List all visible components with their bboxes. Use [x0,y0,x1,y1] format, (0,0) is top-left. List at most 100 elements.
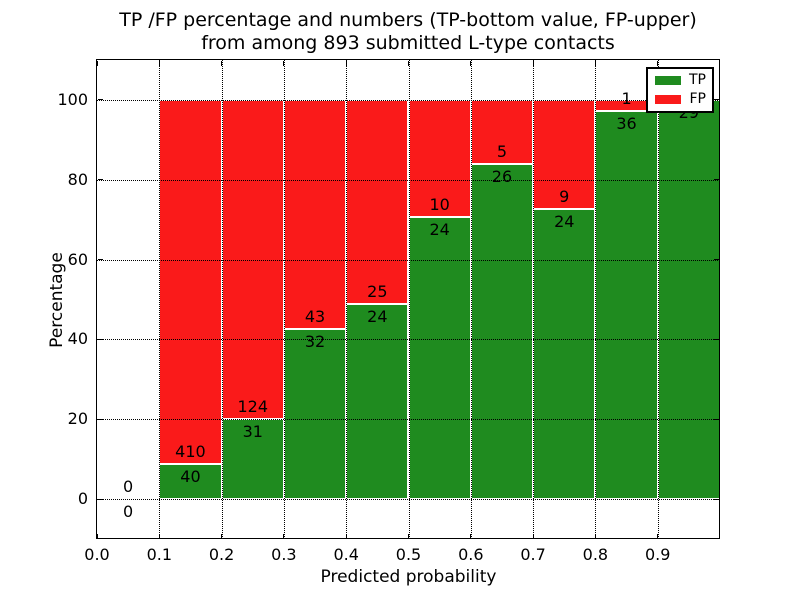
bar-fp-count-label: 0 [123,477,134,497]
x-gridline [470,60,472,539]
x-tick-label: 0.9 [644,545,671,564]
x-tick-label: 0.1 [146,545,173,564]
x-tick-mark-bottom [345,534,347,539]
bar-tp-count-label: 32 [304,331,326,351]
x-tick-mark-top [96,61,98,66]
x-tick-label: 0.3 [271,545,297,564]
x-tick-mark-top [532,61,534,66]
y-tick-mark-right [714,259,719,261]
x-gridline [221,60,223,539]
bar-fp-count-label: 5 [496,142,508,162]
bar-fp-segment [159,99,222,464]
bar-tp-count-label: 31 [242,422,263,442]
x-tick-mark-bottom [221,534,223,539]
y-tick-mark-right [714,179,719,181]
legend-label: TP [689,72,706,88]
x-gridline [283,60,285,539]
bar-tp-count-label: 36 [616,113,637,133]
chart-title: TP /FP percentage and numbers (TP-bottom… [16,9,800,54]
x-tick-mark-bottom [532,534,534,539]
bar-tp-count-label: 24 [429,220,450,240]
y-tick-mark-right [714,498,719,500]
x-tick-label: 0.0 [84,545,110,564]
x-tick-label: 0.8 [582,545,609,564]
y-axis-label: Percentage [47,252,67,348]
bar-fp-segment [283,99,347,329]
x-tick-label: 0.4 [333,545,359,564]
bar-tp-segment [470,164,534,500]
x-tick-mark-top [408,61,409,66]
y-gridline [97,419,720,421]
x-tick-mark-bottom [408,534,409,539]
x-tick-mark-bottom [158,534,160,539]
x-tick-label: 0.2 [208,545,235,564]
bar-tp-segment [533,208,596,500]
x-tick-mark-top [594,61,596,66]
x-tick-mark-top [470,61,472,66]
y-gridline [97,99,720,101]
x-tick-mark-top [221,61,223,66]
y-tick-mark-right [714,418,719,420]
legend-swatch-tp [655,76,681,85]
bar-fp-count-label: 124 [237,397,269,417]
x-axis-label: Predicted probability [320,567,497,587]
bar-tp-count-label: 26 [491,167,513,187]
x-tick-mark-top [345,61,347,66]
bar-fp-segment [346,99,409,304]
x-gridline [346,60,348,539]
x-tick-mark-bottom [470,534,472,539]
y-gridline [97,499,720,501]
x-gridline [533,60,535,539]
y-tick-label: 40 [67,329,88,349]
x-tick-mark-bottom [594,534,596,539]
y-tick-label: 100 [57,89,88,109]
legend-entry-tp: TP [655,73,706,88]
y-tick-mark-right [714,338,719,340]
x-tick-mark-top [657,61,659,66]
x-gridline [595,60,597,539]
bar-fp-count-label: 43 [304,306,326,326]
y-tick-mark-left [98,259,103,261]
legend-label: FP [689,91,707,107]
y-tick-mark-left [98,498,103,500]
x-tick-label: 0.7 [520,545,546,564]
bar-fp-count-label: 25 [367,281,388,301]
x-gridline [657,60,659,539]
y-tick-label: 20 [67,409,88,429]
y-gridline [97,339,720,341]
y-tick-mark-left [98,179,103,181]
bar-tp-count-label: 0 [123,502,134,522]
x-tick-mark-top [158,61,160,66]
y-tick-mark-left [98,99,103,101]
chart-title-line2: from among 893 submitted L-type contacts [201,31,615,54]
y-gridline [97,179,720,181]
y-tick-mark-right [714,99,719,101]
x-tick-mark-bottom [96,534,98,539]
x-tick-mark-bottom [657,534,659,539]
x-tick-label: 0.5 [395,545,422,564]
bar-tp-count-label: 24 [554,211,575,231]
bar-fp-segment [221,99,284,420]
x-tick-mark-top [283,61,285,66]
x-gridline [159,60,161,539]
bar-fp-count-label: 9 [559,186,570,206]
chart-title-line1: TP /FP percentage and numbers (TP-bottom… [119,9,697,31]
bar-tp-segment [595,110,658,500]
y-tick-label: 80 [67,169,88,189]
y-tick-label: 0 [77,489,88,509]
legend-entry-fp: FP [655,92,706,107]
x-tick-label: 0.6 [458,545,484,564]
y-tick-mark-left [98,338,103,340]
legend-swatch-fp [655,95,681,104]
x-gridline [408,60,410,539]
bar-tp-count-label: 40 [180,466,201,486]
bar-tp-segment [346,303,409,500]
bar-tp-segment [283,328,347,500]
legend: TP FP [646,67,714,113]
bar-fp-count-label: 1 [621,88,632,108]
bar-tp-segment [657,99,720,500]
y-tick-label: 60 [67,249,88,269]
bar-tp-count-label: 24 [367,306,388,326]
y-gridline [97,259,720,261]
